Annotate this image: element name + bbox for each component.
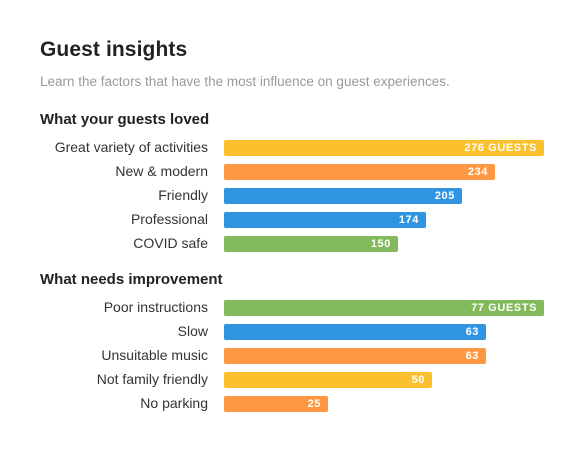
bar-value-label: 174 <box>398 214 419 226</box>
bar-value-label: 25 <box>307 398 321 410</box>
loved-bar: 174 <box>224 212 426 228</box>
improvement-bar-row: No parking 25 <box>0 395 584 412</box>
bar-value-label: 63 <box>465 326 479 338</box>
loved-bar-row: New & modern 234 <box>0 163 584 180</box>
bar-value-label: 150 <box>370 238 391 250</box>
improvement-bar-row: Unsuitable music 63 <box>0 347 584 364</box>
category-label: Slow <box>177 323 208 339</box>
category-label: Great variety of activities <box>54 139 208 155</box>
loved-bar: 205 <box>224 188 462 204</box>
category-label: COVID safe <box>133 235 208 251</box>
category-label: No parking <box>140 395 208 411</box>
loved-bar-row: Friendly 205 <box>0 187 584 204</box>
improvement-bar: 77 GUESTS <box>224 300 544 316</box>
loved-bar-row: Great variety of activities 276 GUESTS <box>0 139 584 156</box>
loved-bar: 234 <box>224 164 495 180</box>
category-label: Poor instructions <box>103 299 208 315</box>
category-label: Unsuitable music <box>101 347 208 363</box>
page-subtitle: Learn the factors that have the most inf… <box>40 74 450 89</box>
section-title-improvement: What needs improvement <box>40 271 223 288</box>
improvement-bar-row: Not family friendly 50 <box>0 371 584 388</box>
category-label: Professional <box>130 211 208 227</box>
improvement-bar: 50 <box>224 372 432 388</box>
bar-value-label: 205 <box>434 190 455 202</box>
bar-value-label: 77 GUESTS <box>471 302 537 314</box>
bar-value-label: 50 <box>411 374 425 386</box>
page-title: Guest insights <box>40 38 188 61</box>
improvement-bar: 63 <box>224 348 486 364</box>
bar-value-label: 234 <box>467 166 488 178</box>
improvement-bar: 63 <box>224 324 486 340</box>
category-label: Not family friendly <box>96 371 208 387</box>
loved-bar: 150 <box>224 236 398 252</box>
improvement-bar-row: Slow 63 <box>0 323 584 340</box>
improvement-bar: 25 <box>224 396 328 412</box>
improvement-bar-row: Poor instructions 77 GUESTS <box>0 299 584 316</box>
category-label: Friendly <box>158 187 208 203</box>
bar-value-label: 63 <box>465 350 479 362</box>
category-label: New & modern <box>115 163 208 179</box>
loved-bar-row: Professional 174 <box>0 211 584 228</box>
loved-bar-row: COVID safe 150 <box>0 235 584 252</box>
section-title-loved: What your guests loved <box>40 111 210 128</box>
bar-value-label: 276 GUESTS <box>464 142 537 154</box>
loved-bar: 276 GUESTS <box>224 140 544 156</box>
